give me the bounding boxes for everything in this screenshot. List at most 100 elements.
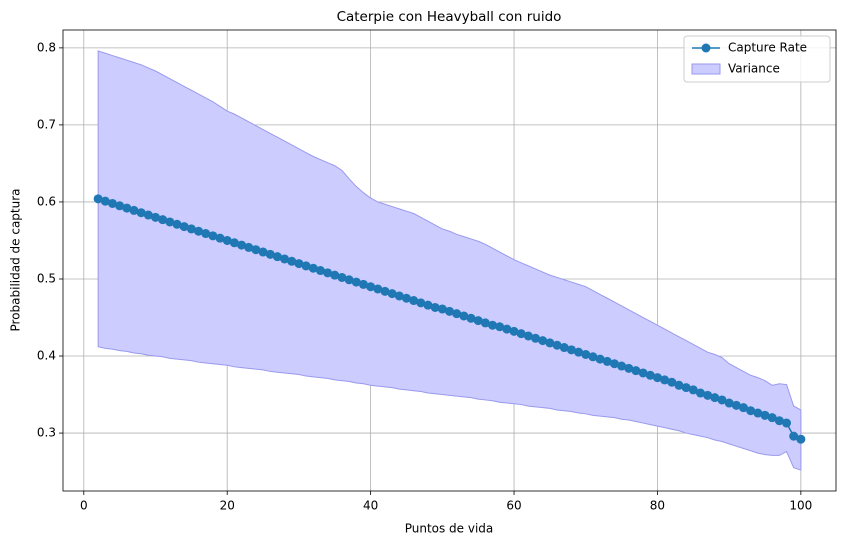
marker <box>107 198 117 208</box>
marker <box>308 263 318 273</box>
marker <box>179 222 189 232</box>
marker <box>208 231 218 241</box>
marker <box>581 349 591 359</box>
marker <box>416 298 426 308</box>
marker <box>280 254 290 264</box>
marker <box>789 431 799 441</box>
x-tick-label: 20 <box>220 499 235 513</box>
marker <box>652 373 662 383</box>
marker <box>631 366 641 376</box>
marker <box>380 286 390 296</box>
marker <box>323 268 333 278</box>
marker <box>588 352 598 362</box>
x-tick-label: 80 <box>650 499 665 513</box>
marker <box>122 203 132 213</box>
marker <box>358 279 368 289</box>
marker <box>523 331 533 341</box>
marker <box>681 383 691 393</box>
marker <box>315 266 325 276</box>
marker <box>545 338 555 348</box>
marker <box>186 224 196 234</box>
marker <box>409 296 419 306</box>
marker <box>502 324 512 334</box>
marker <box>237 240 247 250</box>
marker <box>710 393 720 403</box>
marker <box>738 403 748 413</box>
marker <box>394 291 404 301</box>
x-tick-label: 60 <box>506 499 521 513</box>
marker <box>703 390 713 400</box>
marker <box>767 413 777 423</box>
legend: Capture Rate Variance <box>683 35 831 83</box>
x-tick-label: 100 <box>789 499 812 513</box>
y-tick-label: 0.6 <box>37 194 56 208</box>
marker <box>330 270 340 280</box>
marker <box>774 416 784 426</box>
marker <box>459 311 469 321</box>
marker <box>473 316 483 326</box>
y-tick-label: 0.3 <box>37 426 56 440</box>
marker <box>609 359 619 369</box>
marker <box>667 377 677 387</box>
marker <box>430 302 440 312</box>
marker <box>244 242 254 252</box>
marker <box>445 306 454 316</box>
marker <box>688 385 698 395</box>
y-tick-label: 0.8 <box>37 40 56 54</box>
marker <box>516 329 526 339</box>
marker <box>93 194 103 204</box>
marker <box>760 410 770 420</box>
marker <box>215 233 225 243</box>
marker <box>158 215 168 225</box>
marker <box>258 247 268 257</box>
marker <box>624 363 634 373</box>
marker <box>452 309 462 319</box>
y-tick-label: 0.5 <box>37 271 56 285</box>
marker <box>466 313 476 323</box>
marker <box>753 408 763 418</box>
marker <box>724 398 734 408</box>
chart-title: Caterpie con Heavyball con ruido <box>337 9 562 25</box>
marker <box>115 201 125 211</box>
marker <box>100 196 110 206</box>
marker <box>366 282 376 292</box>
marker <box>373 284 383 294</box>
marker <box>337 272 347 282</box>
legend-label: Capture Rate <box>728 41 807 55</box>
y-tick-label: 0.4 <box>37 349 56 363</box>
marker <box>617 361 627 371</box>
marker <box>194 226 204 236</box>
legend-swatch <box>691 63 721 75</box>
marker <box>201 229 211 239</box>
y-axis-label: Probabilidad de captura <box>9 188 23 331</box>
variance-band <box>97 50 802 471</box>
marker <box>660 375 670 385</box>
marker <box>480 318 490 328</box>
marker <box>151 212 161 222</box>
plot-frame <box>62 29 837 492</box>
marker <box>136 208 146 218</box>
marker <box>602 356 612 366</box>
marker <box>251 245 261 255</box>
marker <box>531 333 541 343</box>
marker <box>301 261 311 271</box>
marker <box>566 345 576 355</box>
marker <box>638 368 648 378</box>
marker <box>143 210 153 220</box>
marker <box>351 277 361 287</box>
marker <box>746 406 756 416</box>
legend-marker <box>701 43 711 53</box>
marker <box>129 205 139 215</box>
marker <box>423 300 433 310</box>
marker <box>645 370 655 380</box>
marker <box>695 388 705 398</box>
marker <box>437 304 447 314</box>
marker <box>229 238 239 248</box>
marker <box>344 275 354 285</box>
marker <box>574 347 584 357</box>
marker <box>509 326 519 336</box>
marker <box>717 395 727 405</box>
marker <box>172 219 182 229</box>
marker <box>538 336 548 346</box>
marker <box>287 256 297 266</box>
